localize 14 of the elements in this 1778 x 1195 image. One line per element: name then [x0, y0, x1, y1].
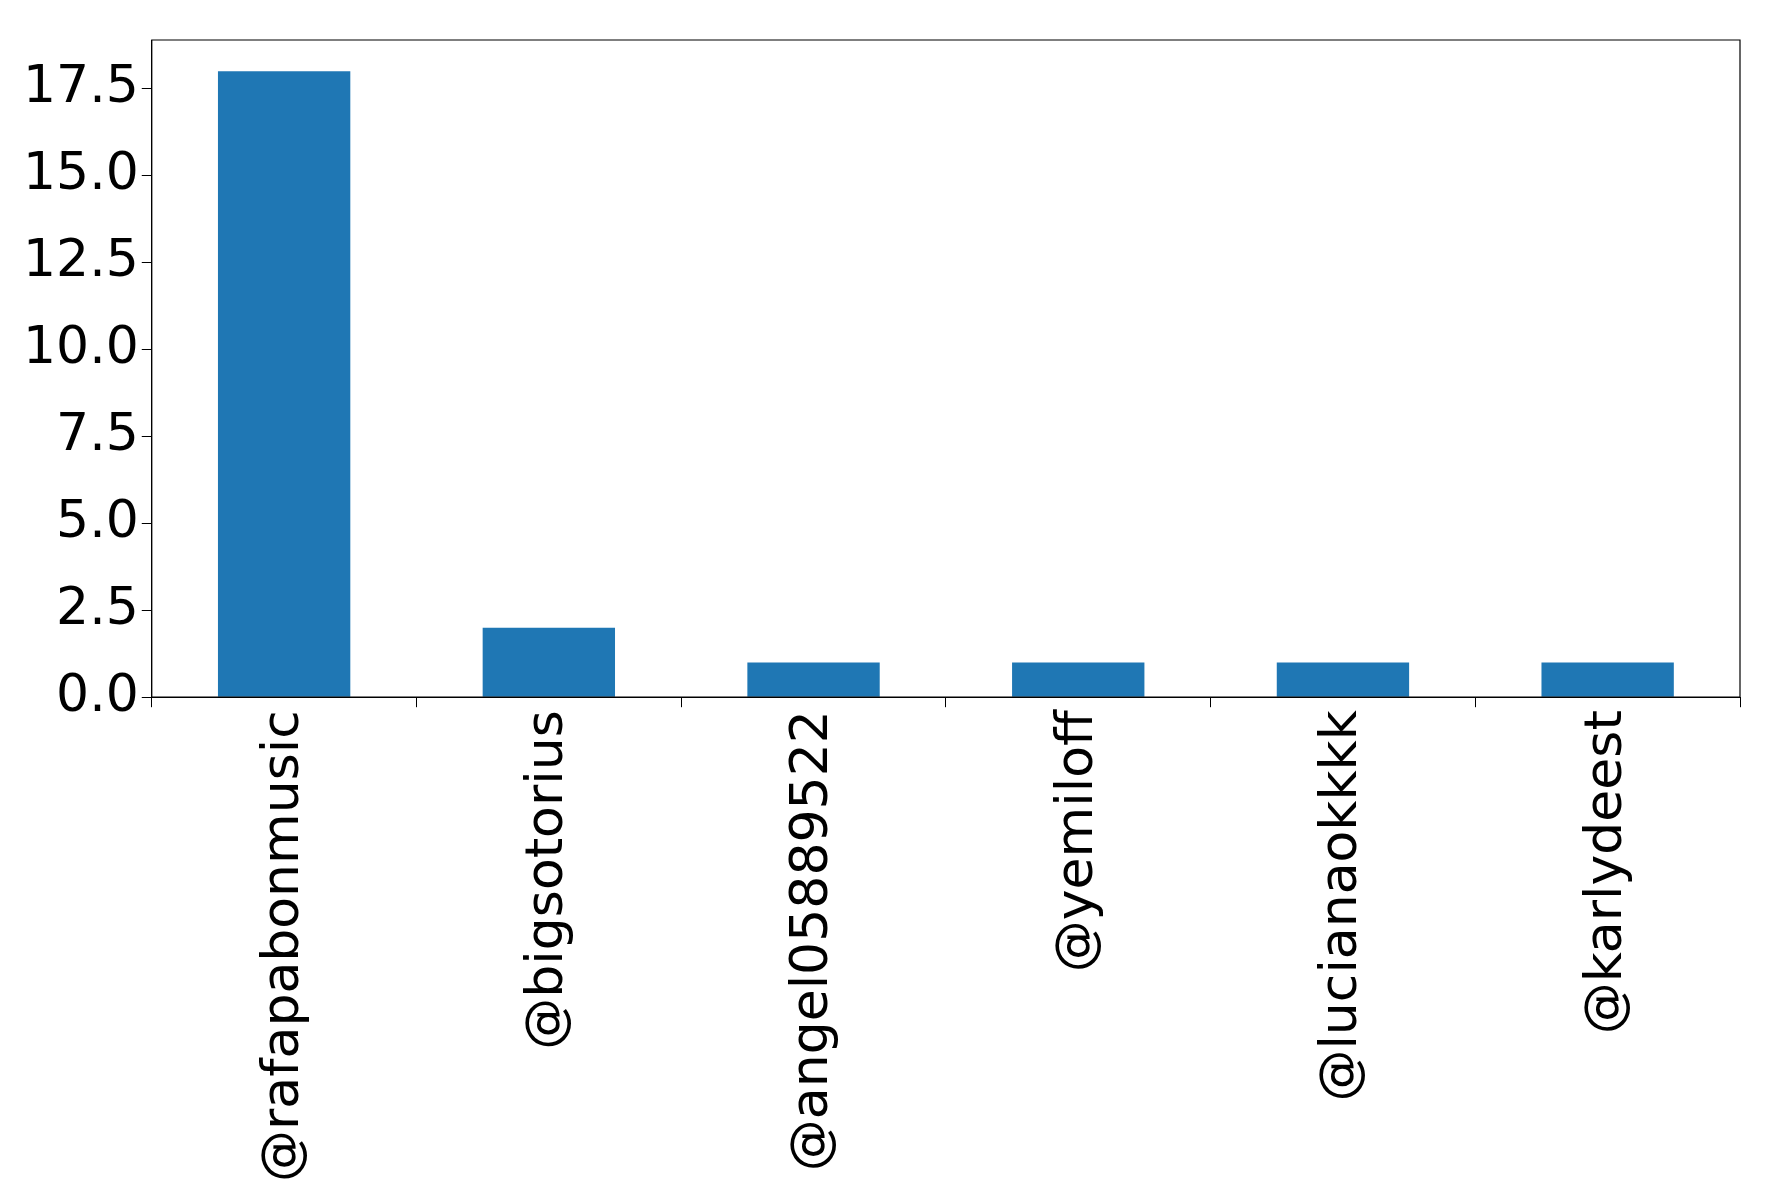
x-tick-label: @angel05889522	[779, 710, 840, 1172]
y-tick-label: 17.5	[23, 54, 139, 115]
y-tick-label: 2.5	[56, 575, 139, 636]
x-tick-label: @lucianaokkkk	[1308, 710, 1369, 1102]
y-tick-label: 0.0	[56, 662, 139, 723]
y-tick-label: 5.0	[56, 488, 139, 549]
x-tick-label: @karlydeest	[1573, 710, 1634, 1035]
y-tick-label: 7.5	[56, 401, 139, 462]
x-tick-label: @rafapabonmusic	[249, 710, 310, 1182]
y-tick-label: 10.0	[23, 314, 139, 375]
y-tick-label: 15.0	[23, 141, 139, 202]
x-tick-label: @bigsotorius	[514, 710, 575, 1050]
y-tick-label: 12.5	[23, 228, 139, 289]
x-tick-label: @yemiloff	[1043, 709, 1104, 973]
